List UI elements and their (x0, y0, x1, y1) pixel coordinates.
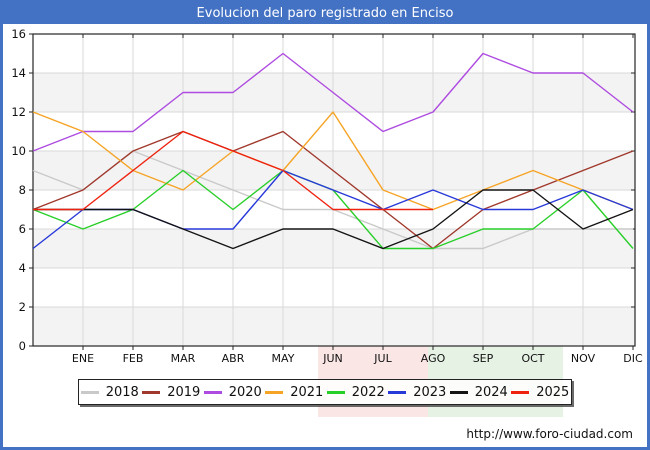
legend-label: 2025 (536, 384, 570, 400)
legend-label: 2018 (105, 384, 139, 400)
x-tick-label: NOV (571, 352, 596, 365)
y-tick-label: 6 (19, 222, 26, 236)
legend-swatch-2019 (142, 390, 161, 394)
legend-label: 2022 (351, 384, 385, 400)
x-tick-label: JUN (322, 352, 343, 365)
series-line-2024 (33, 189, 634, 250)
series-line-2020 (32, 52, 634, 152)
x-tick-label: JUL (373, 352, 392, 365)
legend-item-2025: 2025 (511, 385, 569, 400)
y-tick-label: 10 (11, 144, 26, 158)
y-tick-label: 8 (19, 183, 26, 197)
x-tick-label: ENE (72, 352, 94, 365)
legend-label: 2019 (167, 384, 201, 400)
legend-swatch-2022 (326, 390, 345, 394)
legend-label: 2023 (413, 384, 447, 400)
legend-item-2019: 2019 (142, 385, 200, 400)
plot-band (33, 307, 635, 346)
y-tick-label: 16 (11, 27, 26, 41)
x-tick-label: OCT (521, 352, 544, 365)
x-tick-label: MAY (272, 352, 295, 365)
y-tick-label: 0 (19, 339, 26, 353)
y-tick-label: 14 (11, 66, 26, 80)
legend-swatch-2018 (80, 390, 99, 394)
x-tick-label: MAR (171, 352, 196, 365)
y-tick-label: 12 (11, 105, 26, 119)
x-tick-label: ABR (222, 352, 245, 365)
chart-title: Evolucion del paro registrado en Enciso (3, 3, 647, 24)
chart-legend: 2018 2019 2020 2021 2022 2023 2024 2025 (78, 379, 572, 405)
source-url: http://www.foro-ciudad.com (466, 427, 633, 441)
legend-item-2020: 2020 (203, 384, 262, 400)
legend-item-2023: 2023 (388, 385, 446, 400)
legend-swatch-2024 (449, 390, 468, 394)
legend-label: 2021 (290, 384, 324, 400)
legend-label: 2020 (228, 384, 262, 400)
legend-swatch-2021 (265, 390, 284, 394)
legend-item-2024: 2024 (449, 384, 508, 400)
y-tick-label: 4 (19, 261, 26, 275)
unemployment-line-chart: 0 2 4 6 8 10 12 14 16 ENE FEB MAR ABR MAY JUN JUL AGO SEP… (11, 27, 643, 365)
x-tick-label: FEB (123, 352, 144, 365)
x-tick-label: DIC (623, 352, 643, 365)
legend-label: 2024 (474, 384, 508, 400)
legend-swatch-2025 (511, 390, 530, 394)
y-tick-label: 2 (19, 300, 26, 314)
x-tick-label: AGO (421, 352, 446, 365)
legend-item-2022: 2022 (326, 384, 385, 400)
plot-band (33, 229, 635, 268)
series-line-2025 (33, 130, 433, 211)
legend-item-2018: 2018 (80, 384, 139, 400)
x-tick-label: SEP (473, 352, 494, 365)
legend-item-2021: 2021 (265, 385, 323, 400)
legend-swatch-2020 (203, 390, 222, 394)
legend-swatch-2023 (388, 390, 407, 394)
